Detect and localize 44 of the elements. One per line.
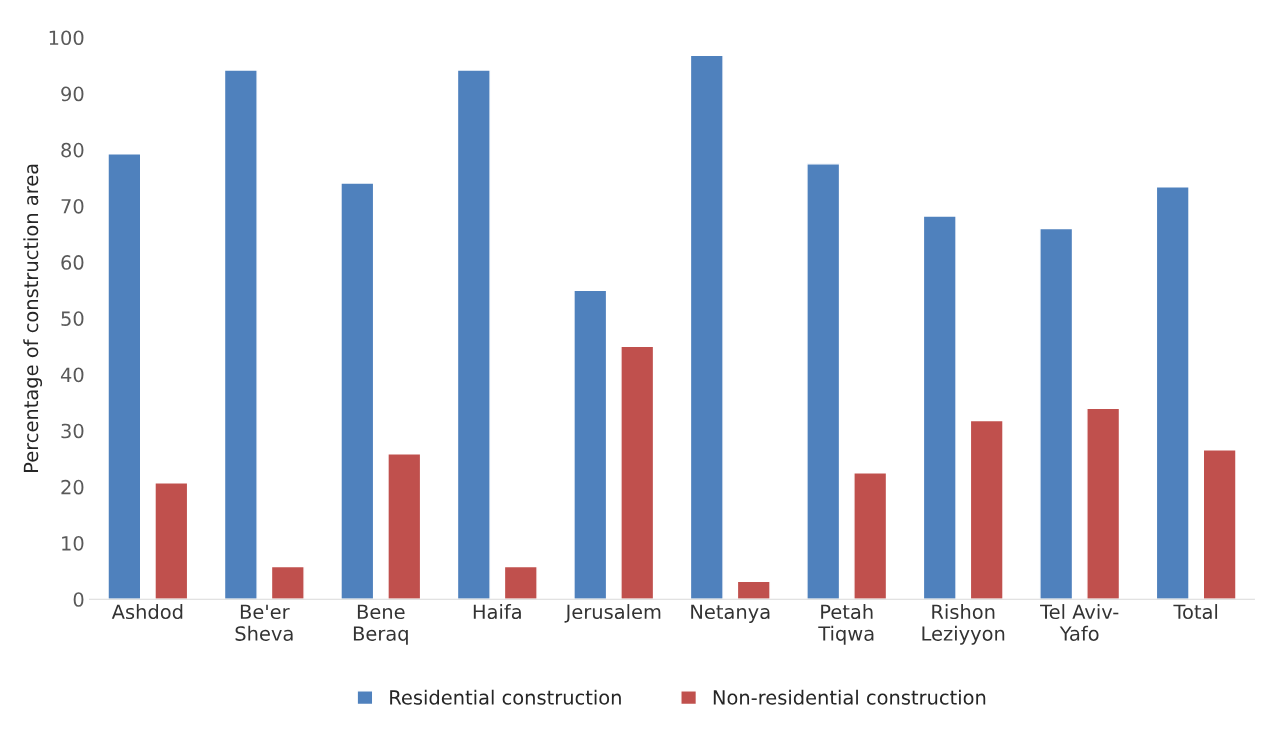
bar — [620, 345, 655, 600]
x-tick-label: Petah Tiqwa — [818, 604, 874, 645]
x-tick-label: Tel Aviv- Yafo — [1040, 604, 1119, 641]
x-tick-label: Jerusalem — [564, 604, 661, 623]
y-tick-label: 80 — [61, 142, 84, 158]
y-tick-label: 20 — [61, 479, 84, 495]
bar — [154, 482, 189, 600]
bar — [1039, 227, 1074, 600]
x-tick-label: Ashdod — [111, 604, 183, 620]
bar — [1202, 449, 1237, 600]
bar — [573, 289, 608, 600]
bar — [340, 182, 375, 600]
y-tick-label: 0 — [73, 592, 84, 607]
x-tick-label: Rishon Leziyyon — [922, 604, 1005, 645]
bar — [1155, 186, 1190, 600]
bar — [853, 472, 888, 600]
bar — [387, 453, 422, 600]
x-tick-label: Haifa — [473, 604, 521, 620]
legend-label: Non-residential construction — [713, 689, 986, 705]
bar — [1086, 407, 1121, 600]
bar — [223, 69, 258, 600]
x-tick-label: Netanya — [691, 604, 770, 623]
y-tick-label: 30 — [61, 423, 84, 439]
bar — [922, 215, 957, 600]
y-tick-label: 40 — [60, 367, 84, 383]
y-tick-label: 90 — [61, 86, 84, 102]
bar — [736, 580, 771, 600]
bar — [270, 565, 305, 600]
y-tick-label: 10 — [62, 535, 84, 551]
x-tick-label: Total — [1173, 604, 1218, 620]
x-tick-label: Bene Beraq — [353, 604, 408, 645]
y-tick-label: 100 — [49, 30, 84, 46]
bar — [969, 419, 1004, 600]
y-tick-label: 50 — [61, 311, 84, 326]
legend-label: Residential construction — [390, 689, 621, 705]
bar — [806, 163, 841, 600]
bar — [503, 565, 538, 600]
x-tick-label: Be'er Sheva — [235, 604, 293, 641]
y-tick-label: 70 — [61, 198, 84, 214]
bar — [456, 69, 491, 600]
bar — [689, 54, 724, 600]
y-tick-label: 60 — [61, 255, 84, 270]
y-axis-title: Percentage of construction area — [23, 164, 43, 472]
bar — [107, 153, 142, 600]
